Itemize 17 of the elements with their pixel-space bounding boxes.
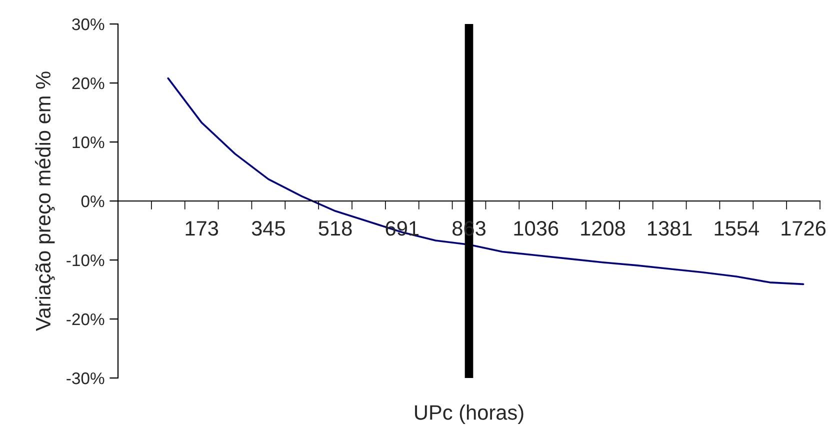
y-tick-label: 30% bbox=[72, 18, 104, 30]
y-tick-label: -20% bbox=[66, 313, 104, 326]
x-tick-label: 1208 bbox=[581, 220, 625, 236]
x-tick-label: 1554 bbox=[714, 221, 759, 236]
x-tick-label: 1381 bbox=[648, 220, 692, 236]
y-tick-label: 10% bbox=[72, 136, 104, 148]
y-axis-title: Variação preço médio em % bbox=[35, 72, 55, 331]
y-tick-label: 20% bbox=[72, 77, 104, 90]
y-tick-label: -10% bbox=[66, 254, 104, 266]
x-tick-label: 1036 bbox=[514, 220, 558, 236]
x-tick-label: 1726 bbox=[782, 220, 826, 236]
y-tick-label: 0% bbox=[81, 195, 104, 208]
y-tick-label: -30% bbox=[66, 372, 104, 384]
x-axis-title: UPc (horas) bbox=[415, 404, 524, 424]
x-tick-label: 518 bbox=[318, 220, 352, 236]
x-tick-label: 345 bbox=[252, 220, 285, 236]
x-tick-label: 173 bbox=[186, 220, 218, 236]
